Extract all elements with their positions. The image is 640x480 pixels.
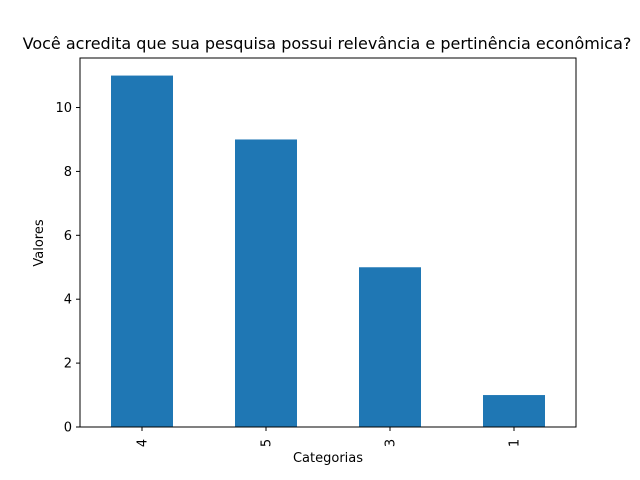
y-tick-label: 4 (64, 293, 72, 308)
y-axis-ticks: 0 2 4 6 8 10 (55, 101, 80, 436)
bar-5 (235, 139, 297, 427)
y-tick-label: 0 (64, 421, 72, 436)
bar-1 (483, 395, 545, 427)
y-tick-label: 2 (64, 357, 72, 372)
x-tick-label: 3 (384, 439, 399, 447)
plot-area-frame (79, 57, 577, 428)
x-tick-label: 1 (508, 439, 523, 447)
y-tick-label: 6 (64, 229, 72, 244)
x-axis-label: Categorias (293, 451, 363, 466)
chart-title: Você acredita que sua pesquisa possui re… (23, 34, 632, 53)
bars-layer (111, 75, 545, 428)
y-tick-label: 8 (64, 165, 72, 180)
bar-4 (111, 75, 173, 428)
x-tick-label: 4 (136, 439, 151, 447)
bar-3 (359, 267, 421, 427)
x-axis-ticks: 4 5 3 1 (136, 427, 523, 447)
x-tick-label: 5 (260, 439, 275, 447)
y-tick-label: 10 (55, 101, 72, 116)
y-axis-label: Valores (32, 219, 47, 266)
